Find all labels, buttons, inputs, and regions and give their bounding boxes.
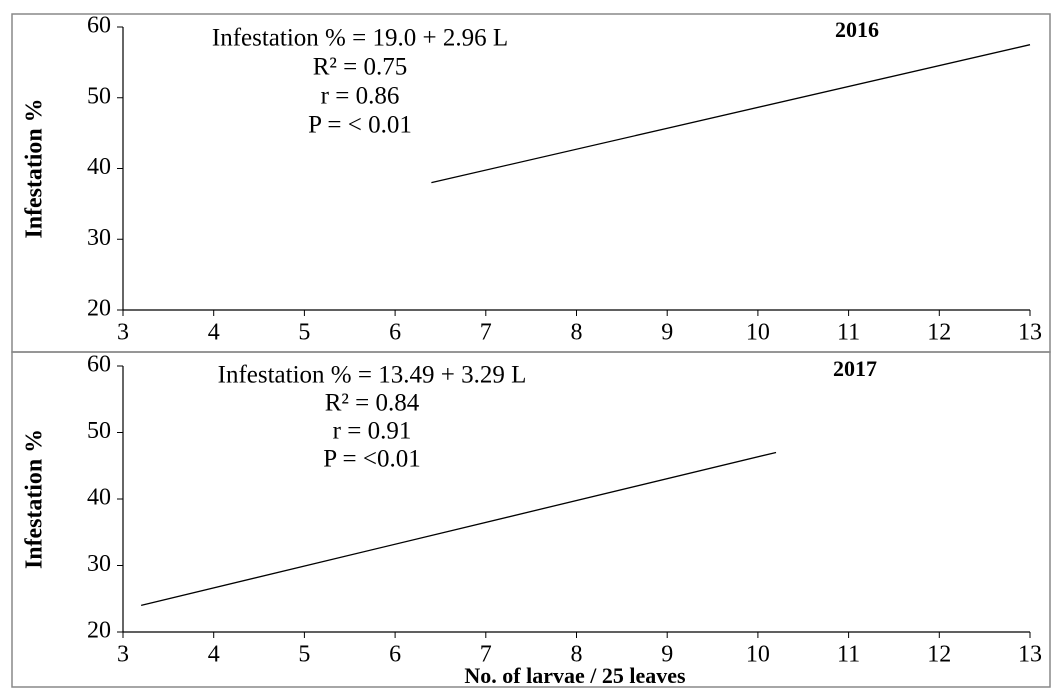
panel-title: 2016 (835, 17, 879, 42)
x-axis-label: No. of larvae / 25 leaves (464, 663, 686, 688)
x-tick-label: 10 (746, 320, 770, 346)
x-tick-label: 8 (571, 642, 583, 668)
equation-text: r = 0.86 (321, 83, 400, 110)
x-tick-label: 3 (117, 642, 129, 668)
panel-frame (11, 351, 1051, 688)
x-tick-label: 4 (208, 642, 220, 668)
y-tick-label: 40 (87, 154, 111, 180)
y-tick-label: 20 (87, 296, 111, 322)
x-tick-label: 7 (480, 320, 492, 346)
x-tick-label: 5 (298, 320, 310, 346)
y-tick-label: 40 (87, 485, 111, 511)
panel-frame (11, 13, 1051, 353)
x-tick-label: 10 (746, 642, 770, 668)
equation-text: R² = 0.75 (313, 54, 408, 81)
equation-text: P = <0.01 (323, 446, 420, 473)
y-tick-label: 30 (87, 225, 111, 251)
equation-text: Infestation % = 19.0 + 2.96 L (212, 25, 508, 52)
y-tick-label: 20 (87, 618, 111, 644)
equation-text: r = 0.91 (333, 418, 412, 445)
x-tick-label: 9 (661, 320, 673, 346)
y-tick-label: 30 (87, 551, 111, 577)
x-tick-label: 11 (837, 642, 860, 668)
regression-line (431, 44, 1031, 184)
y-tick-label: 50 (87, 83, 111, 109)
x-tick-label: 8 (571, 320, 583, 346)
panel-title: 2017 (833, 356, 877, 381)
regression-line (140, 451, 777, 607)
x-tick-label: 6 (389, 642, 401, 668)
y-axis-label: Infestation % (22, 429, 48, 569)
x-tick-label: 6 (389, 320, 401, 346)
x-tick-label: 11 (837, 320, 860, 346)
x-tick-label: 12 (927, 320, 951, 346)
equation-text: R² = 0.84 (325, 390, 420, 417)
x-tick-label: 3 (117, 320, 129, 346)
y-tick-label: 50 (87, 418, 111, 444)
y-tick-label: 60 (87, 13, 111, 39)
equation-text: Infestation % = 13.49 + 3.29 L (218, 362, 527, 389)
x-tick-label: 13 (1018, 320, 1042, 346)
x-tick-label: 7 (480, 642, 492, 668)
x-tick-label: 13 (1018, 642, 1042, 668)
x-tick-label: 5 (298, 642, 310, 668)
x-tick-label: 9 (661, 642, 673, 668)
x-tick-label: 12 (927, 642, 951, 668)
y-axis-label: Infestation % (22, 99, 48, 239)
equation-text: P = < 0.01 (308, 112, 412, 139)
y-tick-label: 60 (87, 352, 111, 378)
x-tick-label: 4 (208, 320, 220, 346)
